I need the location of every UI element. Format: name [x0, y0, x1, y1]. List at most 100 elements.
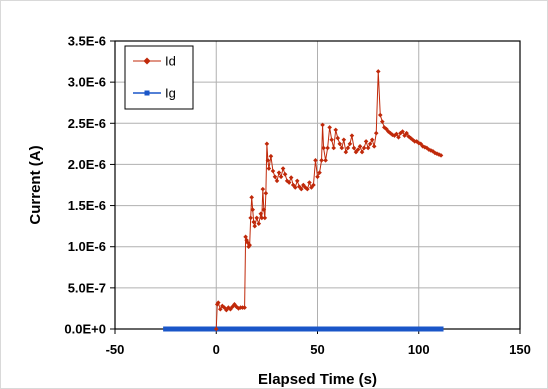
legend-box: [124, 45, 194, 110]
x-tick-label: 150: [509, 342, 531, 357]
data-point-id: [400, 129, 405, 134]
y-tick-label: 5.0E-7: [68, 280, 106, 295]
y-axis-title: Current (A): [27, 145, 44, 224]
data-point-id: [341, 137, 347, 143]
data-point-id: [288, 175, 294, 180]
data-point-id: [213, 326, 219, 332]
data-point-id: [294, 178, 300, 184]
data-point-ig: [438, 326, 444, 332]
y-tick-label: 2.5E-6: [68, 116, 106, 131]
data-point-id: [418, 141, 424, 147]
data-point-id: [404, 130, 409, 136]
data-point-id: [220, 303, 225, 309]
data-point-id: [215, 300, 221, 305]
data-point-id: [375, 69, 381, 74]
data-point-id: [396, 134, 401, 140]
legend-marker-ig: [144, 90, 150, 96]
data-point-id: [296, 184, 302, 189]
legend-label-ig: Ig: [165, 86, 176, 101]
data-point-id: [228, 306, 233, 312]
data-point-id: [365, 145, 371, 151]
x-tick-label: 50: [310, 342, 324, 357]
data-point-id: [258, 211, 264, 217]
data-point-id: [434, 151, 440, 157]
data-point-id: [430, 148, 436, 154]
data-point-id: [276, 170, 282, 175]
data-point-id: [292, 185, 298, 190]
data-point-id: [265, 158, 271, 163]
data-point-id: [345, 145, 351, 151]
data-point-id: [361, 145, 367, 151]
data-point-id: [262, 215, 268, 221]
data-point-id: [349, 133, 355, 138]
data-point-id: [428, 148, 434, 153]
data-point-id: [339, 145, 345, 151]
data-point-id: [226, 305, 231, 310]
data-point-id: [426, 147, 432, 152]
data-point-id: [363, 139, 369, 144]
data-point-id: [438, 153, 444, 158]
data-point-id: [299, 186, 304, 192]
data-point-id: [388, 130, 393, 136]
data-point-id: [331, 145, 336, 151]
data-point-id: [321, 145, 326, 151]
data-point-id: [337, 141, 343, 147]
data-point-id: [264, 141, 270, 147]
series-layer: [163, 69, 444, 332]
data-point-id: [343, 149, 349, 155]
data-point-id: [252, 223, 258, 229]
data-point-id: [325, 145, 330, 151]
x-tick-label: 100: [408, 342, 430, 357]
data-point-id: [420, 144, 426, 149]
data-point-id: [274, 178, 280, 184]
data-point-id: [369, 137, 375, 143]
data-point-id: [371, 144, 377, 149]
y-axis: 0.0E+0 5.0E-7 1.0E-6 1.5E-6 2.0E-6 2.5E-6 3.0E…: [64, 34, 115, 337]
data-point-id: [355, 147, 361, 152]
data-point-id: [329, 137, 334, 143]
y-tick-label: 1.5E-6: [68, 198, 106, 213]
data-point-id: [317, 170, 322, 175]
x-tick-label: 0: [213, 342, 220, 357]
data-point-id: [305, 186, 310, 192]
data-point-id: [278, 174, 284, 180]
data-point-id: [320, 122, 325, 128]
x-tick-label: -50: [106, 342, 125, 357]
data-point-id: [315, 174, 320, 180]
data-point-id: [251, 219, 257, 225]
data-point-id: [319, 158, 324, 163]
data-point-id: [268, 153, 274, 159]
y-tick-label: 0.0E+0: [64, 322, 106, 337]
data-point-id: [242, 305, 247, 310]
data-point-id: [357, 144, 363, 149]
data-point-id: [236, 306, 241, 311]
data-point-id: [266, 166, 272, 171]
data-point-id: [248, 215, 253, 221]
data-point-id: [307, 180, 312, 185]
data-point-id: [323, 158, 328, 163]
data-point-id: [270, 168, 276, 174]
series-ig: [163, 326, 444, 332]
data-point-id: [416, 140, 422, 146]
data-point-id: [406, 134, 411, 139]
data-point-id: [254, 215, 260, 221]
data-point-id: [367, 141, 373, 147]
data-point-id: [247, 242, 252, 248]
data-point-id: [359, 149, 365, 155]
data-point-id: [377, 112, 383, 118]
data-point-id: [272, 174, 278, 180]
data-point-id: [380, 119, 385, 124]
data-point-id: [394, 131, 399, 137]
x-axis-title: Elapsed Time (s): [258, 371, 377, 388]
data-point-id: [347, 141, 353, 147]
data-point-id: [422, 144, 428, 150]
y-tick-label: 3.5E-6: [68, 34, 106, 49]
x-axis: -50 0 50 100 150: [106, 329, 531, 357]
data-point-id: [408, 135, 413, 141]
data-point-id: [327, 125, 332, 130]
data-point-id: [333, 127, 339, 133]
data-point-id: [230, 304, 235, 310]
data-point-id: [282, 172, 288, 177]
